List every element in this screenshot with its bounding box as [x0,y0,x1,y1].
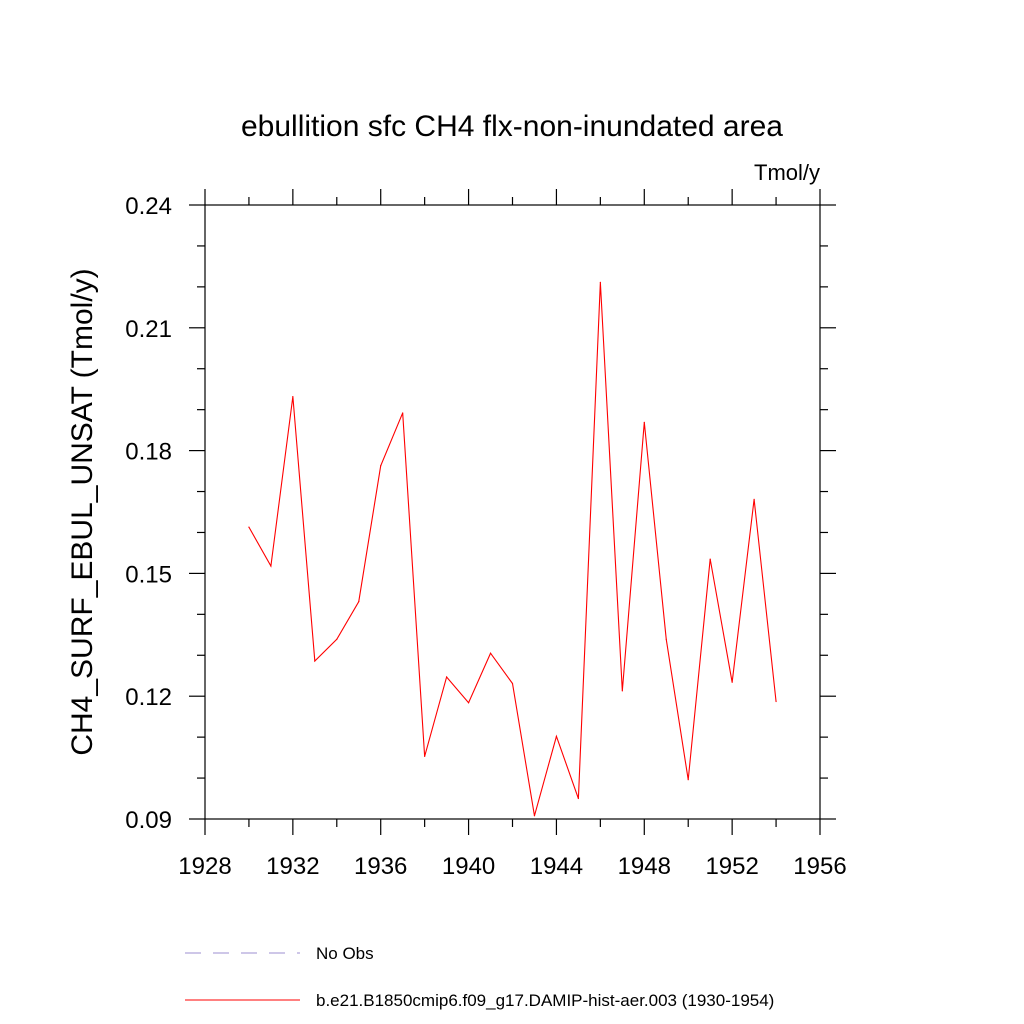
data-point [270,565,272,567]
chart-title: ebullition sfc CH4 flx-non-inundated are… [241,110,783,143]
legend-label: No Obs [316,944,374,963]
data-point [358,601,360,603]
data-point [533,815,536,817]
y-axis: 0.09 0.12 0.15 0.18 0.21 0.24 [125,193,836,834]
data-point [709,558,711,560]
x-axis: 1928 1932 1936 1940 1944 1948 1952 1956 [178,189,847,880]
data-point [424,755,426,757]
units-label: Tmol/y [754,160,820,185]
data-point [292,395,294,398]
x-tick-label: 1932 [266,853,319,880]
x-tick-label: 1948 [618,853,671,880]
x-tick-label: 1944 [530,853,583,880]
y-axis-label: CH4_SURF_EBUL_UNSAT (Tmol/y) [66,268,99,755]
legend-label: b.e21.B1850cmip6.f09_g17.DAMIP-hist-aer.… [316,991,774,1010]
y-tick-label: 0.12 [125,684,172,711]
x-tick-label: 1952 [705,853,758,880]
series-line [248,282,777,816]
data-point [775,700,777,703]
data-point [336,638,338,640]
data-point [248,526,250,528]
data-point [446,676,448,678]
data-point [621,690,623,692]
data-point [511,682,514,685]
data-point [643,421,645,423]
data-point [665,638,667,640]
y-tick-label: 0.15 [125,561,172,588]
data-point [731,681,733,683]
legend: No Obs b.e21.B1850cmip6.f09_g17.DAMIP-his… [185,944,774,1010]
x-tick-label: 1940 [442,853,495,880]
data-point [753,498,755,500]
plot-frame [204,204,821,820]
data-point [577,797,579,800]
y-tick-label: 0.18 [125,439,172,466]
x-tick-label: 1928 [178,853,231,880]
data-point [599,281,601,283]
y-tick-label: 0.24 [125,193,172,220]
x-tick-label: 1936 [354,853,407,880]
data-point [687,779,689,781]
y-tick-label: 0.09 [125,807,172,834]
data-point [555,735,558,737]
x-tick-label: 1956 [793,853,846,880]
data-point [314,660,316,662]
y-tick-label: 0.21 [125,316,172,343]
data-point [380,465,382,467]
data-point [489,652,492,654]
series-layer [248,281,777,817]
data-point [402,412,404,414]
data-point [467,702,470,704]
